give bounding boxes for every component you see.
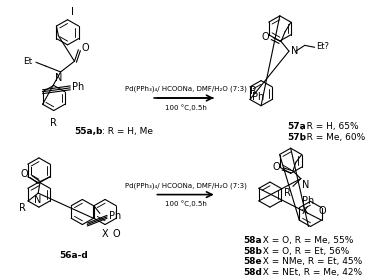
Text: 58a: 58a bbox=[243, 236, 262, 245]
Text: 100 °C,0.5h: 100 °C,0.5h bbox=[165, 104, 207, 110]
Text: N: N bbox=[291, 46, 298, 56]
Text: R: R bbox=[284, 188, 291, 198]
Text: 55a,b: 55a,b bbox=[74, 127, 102, 136]
Text: Et?: Et? bbox=[317, 42, 330, 51]
Text: R: R bbox=[250, 86, 257, 97]
Text: 58e: 58e bbox=[243, 258, 262, 266]
Text: . X = O, R = Me, 55%: . X = O, R = Me, 55% bbox=[257, 236, 354, 245]
Text: Pd(PPh₃)₄/ HCOONa, DMF/H₂O (7:3): Pd(PPh₃)₄/ HCOONa, DMF/H₂O (7:3) bbox=[125, 182, 247, 189]
Text: O: O bbox=[113, 229, 121, 239]
Text: N: N bbox=[34, 195, 42, 205]
Text: N: N bbox=[55, 73, 62, 83]
Text: Ph: Ph bbox=[252, 92, 264, 102]
Text: , R = Me, 60%: , R = Me, 60% bbox=[301, 133, 365, 142]
Text: . X = NEt, R = Me, 42%: . X = NEt, R = Me, 42% bbox=[257, 268, 362, 277]
Text: : R = H, Me: : R = H, Me bbox=[102, 127, 153, 136]
Text: O: O bbox=[21, 169, 28, 179]
Text: , R = H, 65%: , R = H, 65% bbox=[301, 122, 358, 131]
Text: Ph: Ph bbox=[109, 211, 121, 221]
Text: O: O bbox=[272, 162, 280, 172]
Text: N: N bbox=[302, 180, 309, 190]
Text: Ph: Ph bbox=[72, 82, 84, 92]
Text: O: O bbox=[261, 32, 269, 42]
Text: 56a-d: 56a-d bbox=[59, 251, 88, 260]
Text: I: I bbox=[71, 7, 74, 17]
Text: Ph: Ph bbox=[302, 196, 314, 206]
Text: . X = O, R = Et, 56%: . X = O, R = Et, 56% bbox=[257, 247, 349, 256]
Text: X: X bbox=[302, 206, 309, 216]
Text: 58b: 58b bbox=[243, 247, 262, 256]
Text: Et: Et bbox=[23, 57, 32, 66]
Text: R: R bbox=[20, 203, 26, 213]
Text: O: O bbox=[318, 206, 326, 216]
Text: X: X bbox=[102, 229, 108, 239]
Text: I: I bbox=[30, 167, 33, 177]
Text: . X = NMe, R = Et, 45%: . X = NMe, R = Et, 45% bbox=[257, 258, 362, 266]
Text: 100 °C,0.5h: 100 °C,0.5h bbox=[165, 200, 207, 207]
Text: O: O bbox=[82, 43, 89, 53]
Text: 58d: 58d bbox=[243, 268, 262, 277]
Text: R: R bbox=[50, 118, 57, 128]
Text: 57a: 57a bbox=[288, 122, 307, 131]
Text: Pd(PPh₃)₄/ HCOONa, DMF/H₂O (7:3): Pd(PPh₃)₄/ HCOONa, DMF/H₂O (7:3) bbox=[125, 86, 247, 92]
Text: 57b: 57b bbox=[288, 133, 307, 142]
